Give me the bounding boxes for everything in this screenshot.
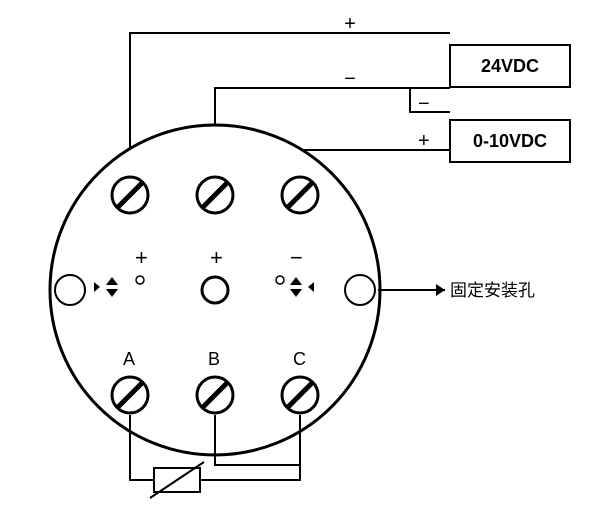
wiring-diagram: + − − +24VDC 0-10VDC + + − A B C 固定安装孔 — [0, 0, 600, 523]
box-power-label: 24VDC — [481, 56, 539, 76]
mid-label-center_plus: + — [210, 245, 223, 270]
sign-power-minus: − — [344, 68, 356, 90]
mount-hole-label: 固定安装孔 — [450, 281, 535, 300]
label-B: B — [208, 349, 220, 369]
box-out-label: 0-10VDC — [473, 131, 547, 151]
center-hole — [202, 277, 228, 303]
label-C: C — [293, 349, 306, 369]
mid-label-right_minus: − — [290, 245, 303, 270]
sign-power-plus: + — [344, 13, 356, 35]
mount-hole-right — [345, 275, 375, 305]
sign-out-plus: + — [418, 130, 430, 152]
mount-hole-left — [55, 275, 85, 305]
sign-out-minus: − — [418, 93, 430, 115]
mid-label-left_plus: + — [135, 245, 148, 270]
label-A: A — [123, 349, 135, 369]
